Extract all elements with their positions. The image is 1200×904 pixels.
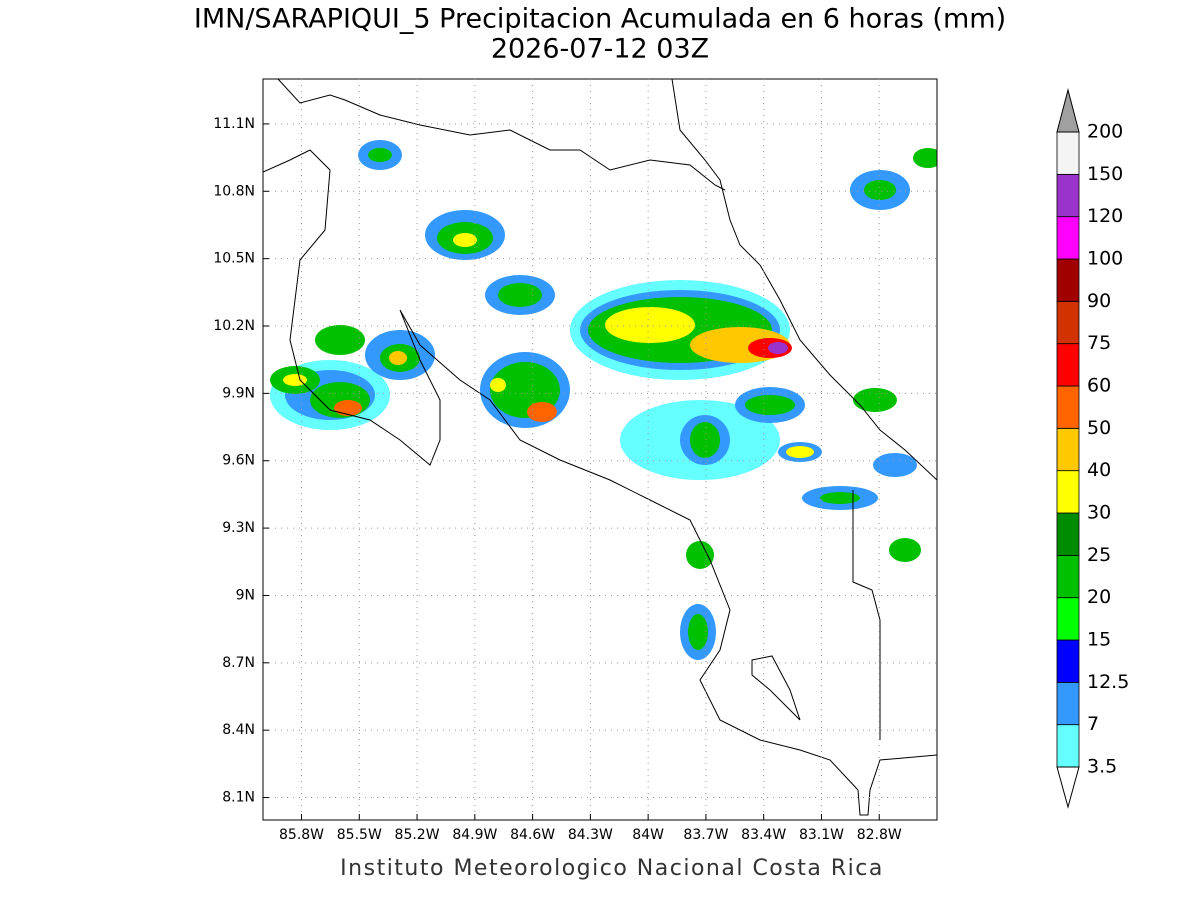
colorbar-over <box>1056 88 1080 133</box>
y-tick-label: 10.2N <box>213 318 255 334</box>
colorbar-label: 20 <box>1087 586 1111 608</box>
y-tick-label: 9.3N <box>222 520 255 536</box>
x-tick-label: 85.5W <box>337 827 382 843</box>
y-tick-label: 9N <box>236 587 255 603</box>
y-tick-label: 11.1N <box>213 116 255 132</box>
colorbar-box <box>1056 724 1080 768</box>
colorbar-box <box>1056 131 1080 175</box>
rain-cell <box>358 140 555 315</box>
x-tick-label: 85.2W <box>395 827 440 843</box>
y-tick-label: 9.6N <box>222 453 255 469</box>
colorbar-label: 50 <box>1087 417 1111 439</box>
rain-cell <box>570 280 792 380</box>
colorbar-box <box>1056 258 1080 302</box>
x-tick-label: 84.6W <box>510 827 555 843</box>
colorbar-label: 200 <box>1087 121 1123 143</box>
colorbar-label: 40 <box>1087 459 1111 481</box>
rain-cell <box>620 387 822 480</box>
colorbar-under <box>1056 766 1080 809</box>
colorbar-label: 60 <box>1087 375 1111 397</box>
colorbar-box <box>1056 681 1080 726</box>
colorbar-box <box>1056 343 1080 387</box>
rain-cell <box>270 360 390 430</box>
coastline <box>751 655 801 721</box>
coastline <box>671 79 937 481</box>
colorbar-label: 3.5 <box>1087 756 1117 778</box>
colorbar-label: 100 <box>1087 248 1123 270</box>
colorbar-box <box>1056 554 1080 599</box>
y-tick-label: 10.8N <box>213 183 255 199</box>
y-tick-label: 10.5N <box>213 251 255 267</box>
border <box>852 490 881 740</box>
x-tick-label: 84.3W <box>568 827 613 843</box>
colorbar-label: 150 <box>1087 163 1123 185</box>
colorbar-box <box>1056 216 1080 260</box>
x-tick-label: 85.8W <box>279 827 324 843</box>
x-tick-label: 83.1W <box>799 827 844 843</box>
y-tick-label: 8.7N <box>222 655 255 671</box>
rain-cell <box>480 352 570 428</box>
rain-cell <box>680 148 937 660</box>
y-tick-label: 8.4N <box>222 722 255 738</box>
subtitle: 2026-07-12 03Z <box>491 34 709 65</box>
colorbar-label: 120 <box>1087 205 1123 227</box>
title: IMN/SARAPIQUI_5 Precipitacion Acumulada … <box>194 4 1006 35</box>
colorbar-label: 12.5 <box>1087 671 1129 693</box>
x-tick-label: 83.7W <box>683 827 728 843</box>
colorbar-box <box>1056 512 1080 556</box>
x-tick-label: 83.4W <box>741 827 786 843</box>
x-tick-label: 84.9W <box>452 827 497 843</box>
colorbar-box <box>1056 427 1080 472</box>
precipitation-field <box>270 140 937 660</box>
colorbar-label: 90 <box>1087 290 1111 312</box>
footer: Instituto Meteorologico Nacional Costa R… <box>340 856 884 881</box>
colorbar-box <box>1056 385 1080 429</box>
border <box>277 79 726 191</box>
x-tick-label: 84W <box>632 827 664 843</box>
colorbar-box <box>1056 639 1080 683</box>
colorbar-box <box>1056 470 1080 514</box>
colorbar-label: 25 <box>1087 544 1111 566</box>
colorbar-label: 30 <box>1087 502 1111 524</box>
map-frame <box>262 78 938 821</box>
coastline <box>263 149 937 816</box>
x-tick-label: 82.8W <box>857 827 902 843</box>
colorbar-box <box>1056 597 1080 641</box>
colorbar-label: 7 <box>1087 713 1099 735</box>
colorbar-label: 75 <box>1087 332 1111 354</box>
y-tick-label: 9.9N <box>222 385 255 401</box>
colorbar-label: 15 <box>1087 629 1111 651</box>
coastlines <box>263 79 937 816</box>
colorbar-box <box>1056 300 1080 345</box>
colorbar-box <box>1056 173 1080 218</box>
y-tick-label: 8.1N <box>222 790 255 806</box>
